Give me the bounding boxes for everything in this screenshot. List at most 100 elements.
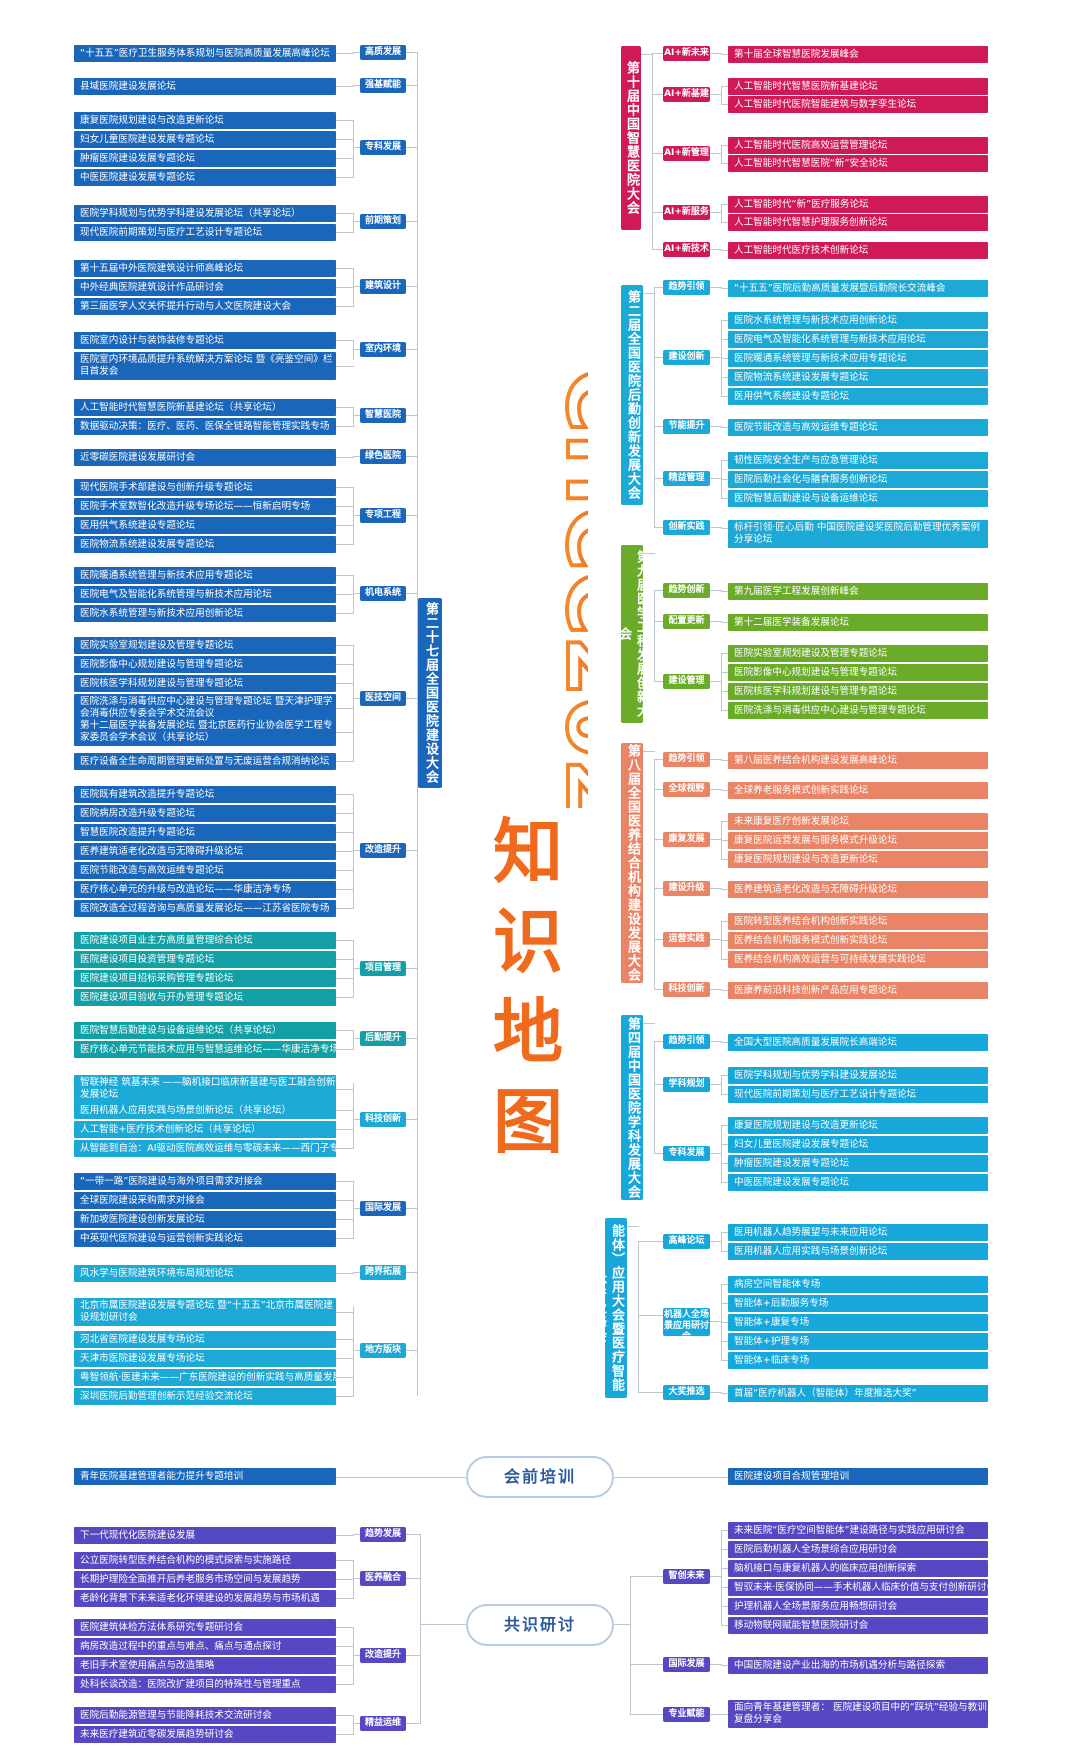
right-category[interactable]: 建设创新 xyxy=(663,350,710,365)
consensus-left-item[interactable]: 下一代现代化医院建设发展 xyxy=(74,1527,336,1544)
right-category[interactable]: 学科规划 xyxy=(663,1077,710,1092)
left-forum-item[interactable]: 现代医院前期策划与医疗工艺设计专题论坛 xyxy=(74,224,336,241)
left-forum-item[interactable]: “一带一路”医院建设与海外项目需求对接会 xyxy=(74,1173,336,1190)
right-category[interactable]: 精益管理 xyxy=(663,471,710,486)
right-forum-item[interactable]: 人工智能时代智慧医院“新”安全论坛 xyxy=(728,155,988,172)
right-forum-item[interactable]: 第十二届医学装备发展论坛 xyxy=(728,614,988,631)
right-forum-item[interactable]: 第十届全球智慧医院发展峰会 xyxy=(728,46,988,63)
left-forum-item[interactable]: 医院建设项目招标采购管理专题论坛 xyxy=(74,970,336,987)
left-forum-item[interactable]: 医院电气及智能化系统管理与新技术应用论坛 xyxy=(74,586,336,603)
right-forum-item[interactable]: 医院影像中心规划建设与管理专题论坛 xyxy=(728,664,988,681)
right-category[interactable]: AI+新基建 xyxy=(663,87,710,102)
consensus-left-item[interactable]: 长期护理险全面推开后养老服务市场空间与发展趋势 xyxy=(74,1571,336,1588)
right-forum-item[interactable]: 医院节能改造与高效运维专题论坛 xyxy=(728,419,988,436)
left-category-15[interactable]: 国际发展 xyxy=(360,1201,406,1216)
consensus-right-category[interactable]: 国际发展 xyxy=(663,1657,710,1672)
left-forum-item[interactable]: 天津市医院建设发展专场论坛 xyxy=(74,1350,336,1367)
right-forum-item[interactable]: 康复医院运营发展与服务模式升级论坛 xyxy=(728,832,988,849)
left-forum-item[interactable]: 医疗核心单元的升级与改造论坛——华康洁净专场 xyxy=(74,881,336,898)
left-forum-item[interactable]: 医院手术室数智化改造升级专场论坛——恒新启明专场 xyxy=(74,498,336,515)
left-forum-item[interactable]: 中英现代医院建设与运营创新实践论坛 xyxy=(74,1230,336,1247)
right-forum-item[interactable]: 全国大型医院高质量发展院长高端论坛 xyxy=(728,1034,988,1051)
right-category[interactable]: 科技创新 xyxy=(663,982,710,997)
left-forum-item[interactable]: 医疗核心单元节能技术应用与智慧运维论坛——华康洁净专场 xyxy=(74,1041,336,1058)
left-forum-item[interactable]: 医院学科规划与优势学科建设发展论坛（共享论坛） xyxy=(74,205,336,222)
consensus-right-item[interactable]: 移动物联网赋能智慧医院研讨会 xyxy=(728,1617,988,1634)
left-forum-item[interactable]: 第三届医学人文关怀提升行动与人文医院建设大会 xyxy=(74,298,336,315)
right-category[interactable]: 机器人全场景应用研讨会 xyxy=(663,1308,710,1336)
left-forum-item[interactable]: 从智能到自治：AI驱动医院高效运维与零碳未来——西门子专场 xyxy=(74,1140,336,1157)
right-category[interactable]: 运营实践 xyxy=(663,932,710,947)
consensus-left-item[interactable]: 公立医院转型医养结合机构的模式探索与实施路径 xyxy=(74,1552,336,1569)
consensus-right-category[interactable]: 智创未来 xyxy=(663,1569,710,1584)
consensus-left-category[interactable]: 医养融合 xyxy=(360,1571,406,1586)
pre-training-node[interactable]: 会前培训 xyxy=(466,1456,614,1498)
consensus-left-category[interactable]: 改造提升 xyxy=(360,1648,406,1663)
left-forum-item[interactable]: 风水学与医院建筑环境布局规划论坛 xyxy=(74,1265,336,1282)
right-forum-item[interactable]: 医院水系统管理与新技术应用创新论坛 xyxy=(728,312,988,329)
left-forum-item[interactable]: 中外经典医院建筑设计作品研讨会 xyxy=(74,279,336,296)
left-forum-item[interactable]: 全球医院建设采购需求对接会 xyxy=(74,1192,336,1209)
right-forum-item[interactable]: 人工智能时代“新”医疗服务论坛 xyxy=(728,196,988,213)
consensus-left-item[interactable]: 病房改造过程中的重点与难点、痛点与通点探讨 xyxy=(74,1638,336,1655)
left-category-16[interactable]: 跨界拓展 xyxy=(360,1265,406,1280)
right-category[interactable]: AI+新服务 xyxy=(663,205,710,220)
left-forum-item[interactable]: 县域医院建设发展论坛 xyxy=(74,78,336,95)
right-category[interactable]: 趋势引领 xyxy=(663,280,710,295)
right-category[interactable]: 建设升级 xyxy=(663,881,710,896)
right-category[interactable]: 配置更新 xyxy=(663,614,710,629)
left-forum-item[interactable]: 医院实验室规划建设及管理专题论坛 xyxy=(74,637,336,654)
right-category[interactable]: AI+新管理 xyxy=(663,146,710,161)
right-forum-item[interactable]: 人工智能时代医院智能建筑与数字孪生论坛 xyxy=(728,96,988,113)
consensus-left-item[interactable]: 未来医疗建筑近零碳发展趋势研讨会 xyxy=(74,1726,336,1743)
left-forum-item[interactable]: 新加坡医院建设创新发展论坛 xyxy=(74,1211,336,1228)
right-forum-item[interactable]: 医院洗涤与消毒供应中心建设与管理专题论坛 xyxy=(728,702,988,719)
right-forum-item[interactable]: 医养建筑适老化改造与无障碍升级论坛 xyxy=(728,881,988,898)
right-forum-item[interactable]: 智能体+后勤服务专场 xyxy=(728,1295,988,1312)
consensus-left-item[interactable]: 处科长谈改造：医院改扩建项目的特殊性与管理重点 xyxy=(74,1676,336,1693)
consensus-right-item[interactable]: 脑机接口与康复机器人的临床应用创新探索 xyxy=(728,1560,988,1577)
right-forum-item[interactable]: 病房空间智能体专场 xyxy=(728,1276,988,1293)
left-category-7[interactable]: 绿色医院 xyxy=(360,449,406,464)
right-category[interactable]: 专科发展 xyxy=(663,1146,710,1161)
left-category-13[interactable]: 后勤提升 xyxy=(360,1031,406,1046)
left-category-2[interactable]: 专科发展 xyxy=(360,140,406,155)
left-forum-item[interactable]: 人工智能+医疗技术创新论坛（共享论坛） xyxy=(74,1121,336,1138)
left-forum-item[interactable]: 第十二届医学装备发展论坛 暨北京医药行业协会医学工程专家委员会学术会议（共享论坛… xyxy=(74,718,336,746)
left-forum-item[interactable]: 医用供气系统建设专题论坛 xyxy=(74,517,336,534)
right-forum-item[interactable]: 医院实验室规划建设及管理专题论坛 xyxy=(728,645,988,662)
right-forum-item[interactable]: 人工智能时代医疗技术创新论坛 xyxy=(728,242,988,259)
right-forum-item[interactable]: 人工智能时代智慧医院新基建论坛 xyxy=(728,78,988,95)
right-forum-item[interactable]: 第八届医养结合机构建设发展高峰论坛 xyxy=(728,752,988,769)
right-category[interactable]: 全球视野 xyxy=(663,782,710,797)
right-forum-item[interactable]: 肿瘤医院建设发展专题论坛 xyxy=(728,1155,988,1172)
right-forum-item[interactable]: 医院转型医养结合机构创新实践论坛 xyxy=(728,913,988,930)
consensus-right-item[interactable]: 面向青年基建管理者： 医院建设项目中的“踩坑”经验与教训复盘分享会 xyxy=(728,1700,988,1728)
consensus-right-item[interactable]: 中国医院建设产业出海的市场机遇分析与路径探索 xyxy=(728,1657,988,1674)
left-category-14[interactable]: 科技创新 xyxy=(360,1112,406,1127)
left-forum-item[interactable]: 医院建设项目验收与开办管理专题论坛 xyxy=(74,989,336,1006)
right-category[interactable]: 趋势引领 xyxy=(663,752,710,767)
left-forum-item[interactable]: 医用机器人应用实践与场景创新论坛（共享论坛） xyxy=(74,1102,336,1119)
left-forum-item[interactable]: 医院物流系统建设发展专题论坛 xyxy=(74,536,336,553)
left-forum-item[interactable]: 医院既有建筑改造提升专题论坛 xyxy=(74,786,336,803)
left-forum-item[interactable]: “十五五”医疗卫生服务体系规划与医院高质量发展高峰论坛 xyxy=(74,45,336,62)
right-forum-item[interactable]: 人工智能时代智慧护理服务创新论坛 xyxy=(728,214,988,231)
right-category[interactable]: 高峰论坛 xyxy=(663,1234,710,1249)
left-forum-item[interactable]: 医院改造全过程咨询与高质量发展论坛——江苏省医院专场 xyxy=(74,900,336,917)
right-category[interactable]: 创新实践 xyxy=(663,520,710,535)
right-category[interactable]: AI+新未来 xyxy=(663,46,710,61)
left-category-6[interactable]: 智慧医院 xyxy=(360,408,406,423)
right-forum-item[interactable]: 人工智能时代医院高效运营管理论坛 xyxy=(728,137,988,154)
right-forum-item[interactable]: 中医医院建设发展专题论坛 xyxy=(728,1174,988,1191)
right-forum-item[interactable]: 康复医院规划建设与改造更新论坛 xyxy=(728,851,988,868)
right-forum-item[interactable]: 医用机器人趋势展望与未来应用论坛 xyxy=(728,1224,988,1241)
right-forum-item[interactable]: 第九届医学工程发展创新峰会 xyxy=(728,583,988,600)
right-forum-item[interactable]: 医用机器人应用实践与场景创新论坛 xyxy=(728,1243,988,1260)
left-forum-item[interactable]: 医院暖通系统管理与新技术应用专题论坛 xyxy=(74,567,336,584)
left-category-17[interactable]: 地方版块 xyxy=(360,1343,406,1358)
right-forum-item[interactable]: 医用供气系统建设专题论坛 xyxy=(728,388,988,405)
left-forum-item[interactable]: 医院病房改造升级专题论坛 xyxy=(74,805,336,822)
left-forum-item[interactable]: 人工智能时代智慧医院新基建论坛（共享论坛） xyxy=(74,399,336,416)
left-forum-item[interactable]: 康复医院规划建设与改造更新论坛 xyxy=(74,112,336,129)
